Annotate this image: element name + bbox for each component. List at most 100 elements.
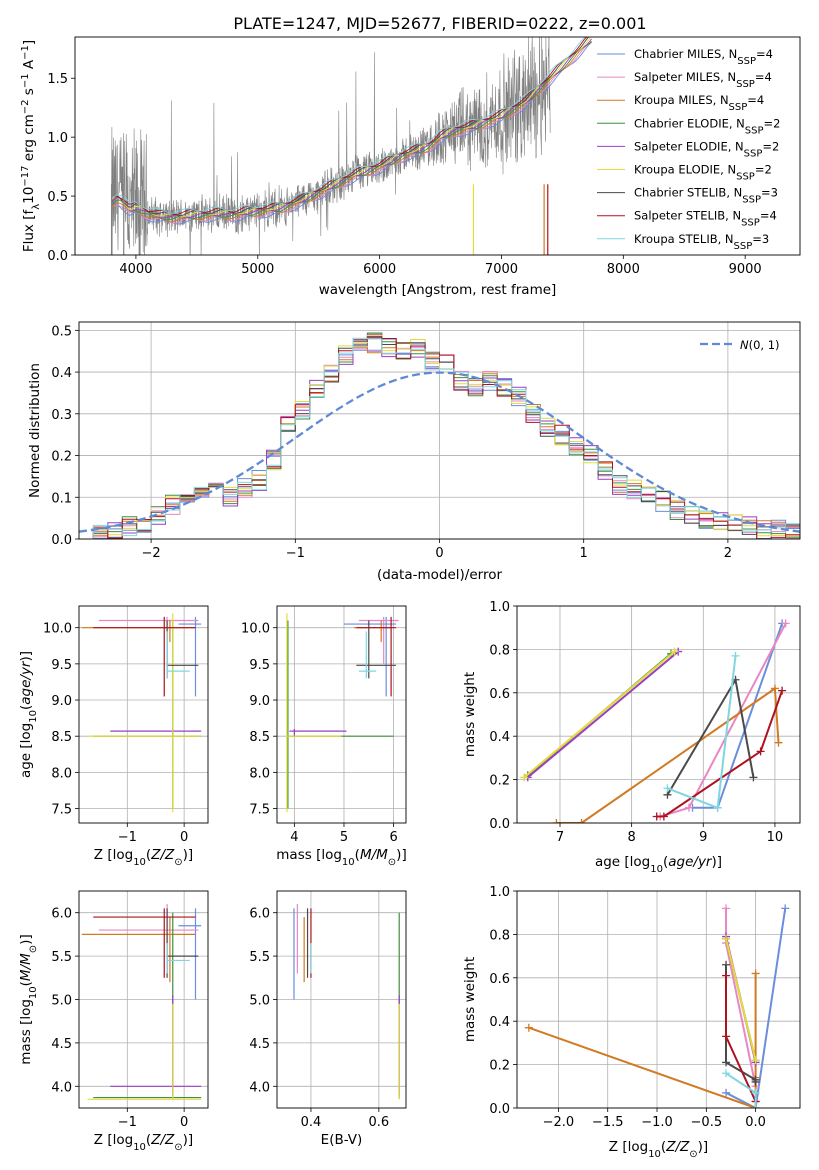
legend-label: Salpeter STELIB, NSSP=4 — [634, 209, 777, 229]
x-axis-label: Z [log10(Z/Z⊙)] — [94, 847, 193, 868]
y-tick-label: 10.0 — [43, 622, 72, 637]
normal-distribution-curve — [79, 371, 800, 533]
histogram-plot-area — [79, 332, 800, 539]
data-point-marker — [751, 1104, 760, 1108]
weight-series-line — [527, 650, 679, 779]
data-point-marker — [751, 1088, 760, 1097]
x-tick-label: −1 — [286, 546, 305, 561]
y-tick-label: 6.0 — [249, 907, 270, 922]
y-tick-label: 8.0 — [51, 766, 72, 781]
y-tick-label: 9.5 — [51, 658, 72, 673]
y-tick-label: 4.5 — [249, 1037, 270, 1052]
x-tick-label: 5000 — [241, 262, 274, 277]
y-tick-label: 0.2 — [489, 774, 510, 789]
x-tick-label: 6000 — [363, 262, 396, 277]
data-point-marker — [722, 971, 731, 980]
axes-frame — [516, 605, 801, 824]
scatter-plot-area — [81, 904, 202, 1100]
x-tick-label: 7000 — [485, 262, 518, 277]
data-point-marker — [713, 803, 722, 812]
weight-series-line — [725, 938, 757, 1061]
axes-frame — [78, 890, 209, 1109]
legend-label: Salpeter ELODIE, NSSP=2 — [634, 139, 779, 159]
x-tick-label: 8 — [627, 830, 635, 845]
axes-frame — [78, 605, 209, 824]
x-axis-label: Z [log10(Z/Z⊙)] — [609, 1139, 708, 1160]
data-point-marker — [722, 1032, 731, 1041]
legend-label: Salpeter MILES, NSSP=4 — [634, 70, 772, 90]
y-tick-label: 5.5 — [51, 950, 72, 965]
x-tick-label: −1.0 — [641, 1115, 673, 1130]
data-point-marker — [659, 812, 668, 821]
y-tick-label: 4.0 — [51, 1080, 72, 1095]
x-tick-label: −2 — [142, 546, 161, 561]
data-point-marker — [731, 651, 740, 660]
y-axis-label: Flux [fλ10−17 erg cm−2 s−1 A−1] — [20, 40, 42, 252]
data-point-marker — [722, 960, 731, 969]
weight-series-line — [528, 973, 757, 1108]
x-tick-label: −0.5 — [691, 1115, 723, 1130]
residual-histogram-panel: −2 −1 0 1 2 0.0 0.1 0.2 0.3 0.4 0.5 (data-model)/er… — [27, 321, 801, 583]
y-tick-label: 5.5 — [249, 950, 270, 965]
legend-label: Kroupa STELIB, NSSP=3 — [634, 232, 769, 252]
x-tick-label: 0.0 — [745, 1115, 766, 1130]
weight-plot-area — [520, 619, 790, 823]
data-point-marker — [663, 784, 672, 793]
y-tick-label: 0.8 — [489, 643, 510, 658]
y-tick-label: 7.5 — [249, 803, 270, 818]
data-point-marker — [722, 1088, 731, 1097]
y-tick-label: 0.0 — [51, 533, 72, 548]
x-tick-label: 9 — [699, 830, 707, 845]
mass-vs-metallicity-panel: −1 0 4.0 4.5 5.0 5.5 6.0 Z [log10(Z/Z⊙)] mass [l… — [18, 890, 209, 1153]
data-point-marker — [524, 1023, 533, 1032]
x-tick-label: 8000 — [607, 262, 640, 277]
spectrum-plot-area — [110, 37, 592, 255]
histogram-step-line — [79, 336, 800, 539]
x-tick-label: 9000 — [729, 262, 762, 277]
data-point-marker — [770, 684, 779, 693]
y-tick-label: 6.0 — [51, 907, 72, 922]
data-point-marker — [756, 747, 765, 756]
legend-label: Chabrier MILES, NSSP=4 — [634, 47, 773, 67]
data-point-marker — [552, 819, 561, 823]
data-point-marker — [781, 619, 790, 628]
data-point-marker — [778, 686, 787, 695]
y-tick-label: 8.5 — [51, 730, 72, 745]
weight-series-line — [523, 650, 676, 779]
data-point-marker — [670, 647, 679, 656]
y-tick-label: 0.0 — [489, 1102, 510, 1117]
x-tick-label: 0 — [180, 830, 188, 845]
data-point-marker — [722, 1069, 731, 1078]
x-axis-label: wavelength [Angstrom, rest frame] — [319, 282, 557, 298]
data-point-marker — [781, 904, 790, 913]
scatter-plot-area — [286, 613, 399, 813]
x-axis-label: mass [log10(M/M⊙)] — [276, 847, 406, 868]
data-point-marker — [751, 1077, 760, 1086]
axes-frame — [78, 321, 801, 540]
y-tick-label: 0.2 — [489, 1059, 510, 1074]
y-tick-label: 1.0 — [489, 600, 510, 615]
axes-frame — [516, 890, 801, 1109]
spectrum-panel: 4000 5000 6000 7000 8000 9000 0.0 0.5 1.0 1.5 wave… — [20, 36, 801, 298]
histogram-step-line — [79, 337, 800, 539]
y-tick-label: 5.0 — [51, 994, 72, 1009]
y-axis-label: mass weight — [462, 957, 478, 1042]
y-tick-label: 9.5 — [249, 658, 270, 673]
legend-label: Chabrier STELIB, NSSP=3 — [634, 186, 778, 206]
legend-label: Kroupa MILES, NSSP=4 — [634, 93, 764, 113]
data-point-marker — [520, 773, 529, 782]
x-tick-label: −1 — [118, 830, 137, 845]
y-tick-label: 0.1 — [51, 491, 72, 506]
histogram-step-line — [79, 334, 800, 539]
x-axis-label: (data-model)/error — [377, 567, 503, 583]
legend-label: Kroupa ELODIE, NSSP=2 — [634, 163, 772, 183]
x-tick-label: 0.4 — [301, 1115, 322, 1130]
x-axis-label: Z [log10(Z/Z⊙)] — [94, 1132, 193, 1153]
model-spectrum-line — [111, 37, 587, 214]
y-tick-label: 9.0 — [249, 694, 270, 709]
x-tick-label: 0.6 — [368, 1115, 389, 1130]
data-point-marker — [684, 803, 693, 812]
y-tick-label: 8.5 — [249, 730, 270, 745]
scatter-plot-area — [81, 613, 202, 813]
